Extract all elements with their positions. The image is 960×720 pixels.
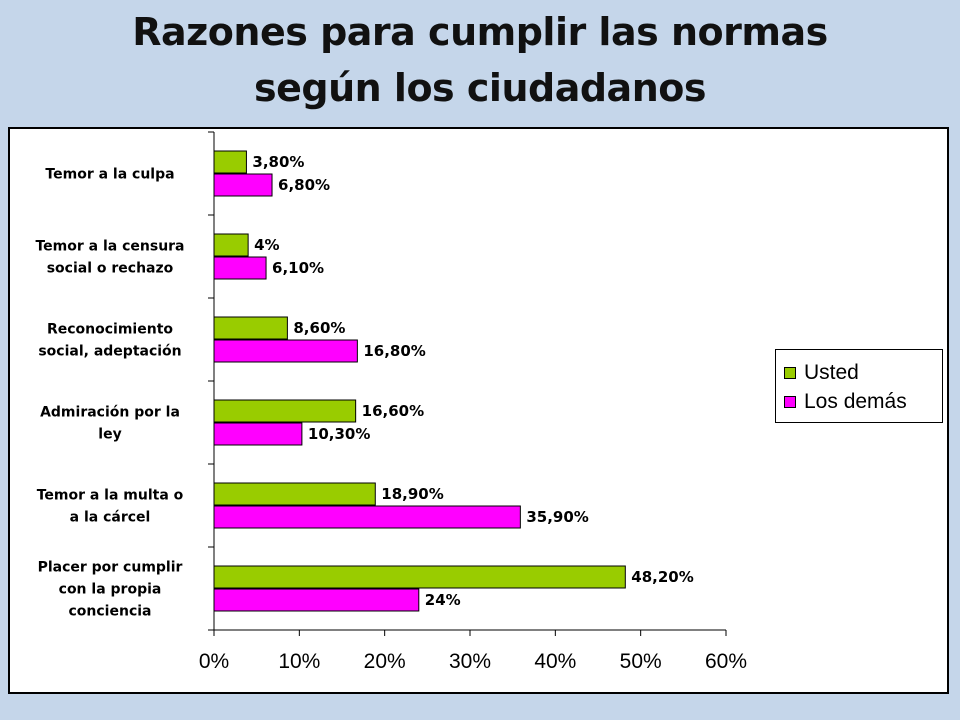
category-label: con la propia <box>59 582 162 598</box>
data-label: 6,10% <box>272 259 324 277</box>
bar-usted <box>213 565 626 589</box>
bar-los-demas <box>213 256 267 280</box>
data-label: 18,90% <box>381 485 443 503</box>
bar-los-demas <box>213 173 273 197</box>
legend-item-usted: Usted <box>784 358 942 387</box>
bar-los-demas <box>213 588 420 612</box>
category-label: social o rechazo <box>47 261 174 277</box>
category-label: ley <box>98 427 121 443</box>
x-tick-label: 50% <box>620 650 662 673</box>
chart-title-line-2: según los ciudadanos <box>254 66 706 110</box>
chart-legend: Usted Los demás <box>775 349 943 423</box>
legend-label-los-demas: Los demás <box>804 389 907 413</box>
category-label: Admiración por la <box>40 405 180 421</box>
data-label: 48,20% <box>631 568 693 586</box>
chart-area: 0% 10% 20% 30% 40% 50% 60% 3,80% 6,80% Temor a la… <box>8 127 949 694</box>
legend-label-usted: Usted <box>804 360 859 384</box>
category-label: Temor a la multa o <box>37 488 184 504</box>
legend-swatch-los-demas <box>784 395 796 408</box>
category-label: Reconocimiento <box>47 322 173 338</box>
data-label: 16,80% <box>363 342 425 360</box>
bar-usted <box>213 399 357 423</box>
bar-usted <box>213 316 288 340</box>
bar-los-demas <box>213 505 521 529</box>
category-label: Temor a la censura <box>35 239 184 255</box>
category-label: Temor a la culpa <box>45 167 174 183</box>
x-tick-label: 20% <box>364 650 406 673</box>
x-tick-label: 60% <box>705 650 747 673</box>
category-label: Placer por cumplir <box>38 560 183 576</box>
data-label: 6,80% <box>278 176 330 194</box>
legend-swatch-usted <box>784 366 796 379</box>
chart-title: Razones para cumplir las normas según lo… <box>0 4 960 116</box>
data-label: 3,80% <box>252 153 304 171</box>
data-label: 16,60% <box>362 402 424 420</box>
data-label: 8,60% <box>293 319 345 337</box>
bar-chart: 0% 10% 20% 30% 40% 50% 60% 3,80% 6,80% Temor a la… <box>35 131 747 673</box>
data-label: 24% <box>425 591 461 609</box>
data-label: 10,30% <box>308 425 370 443</box>
bar-usted <box>213 150 247 174</box>
legend-item-los-demas: Los demás <box>784 387 942 416</box>
x-tick-label: 0% <box>199 650 229 673</box>
bar-usted <box>213 233 249 257</box>
category-label: conciencia <box>69 604 152 620</box>
data-label: 4% <box>254 236 279 254</box>
bar-los-demas <box>213 422 303 446</box>
bar-usted <box>213 482 376 506</box>
chart-title-line-1: Razones para cumplir las normas <box>132 10 828 54</box>
x-tick-label: 30% <box>449 650 491 673</box>
data-label: 35,90% <box>526 508 588 526</box>
x-tick-label: 40% <box>534 650 576 673</box>
category-label: social, adeptación <box>38 344 181 360</box>
x-tick-label: 10% <box>278 650 320 673</box>
bar-los-demas <box>213 339 358 363</box>
category-label: a la cárcel <box>70 510 151 526</box>
